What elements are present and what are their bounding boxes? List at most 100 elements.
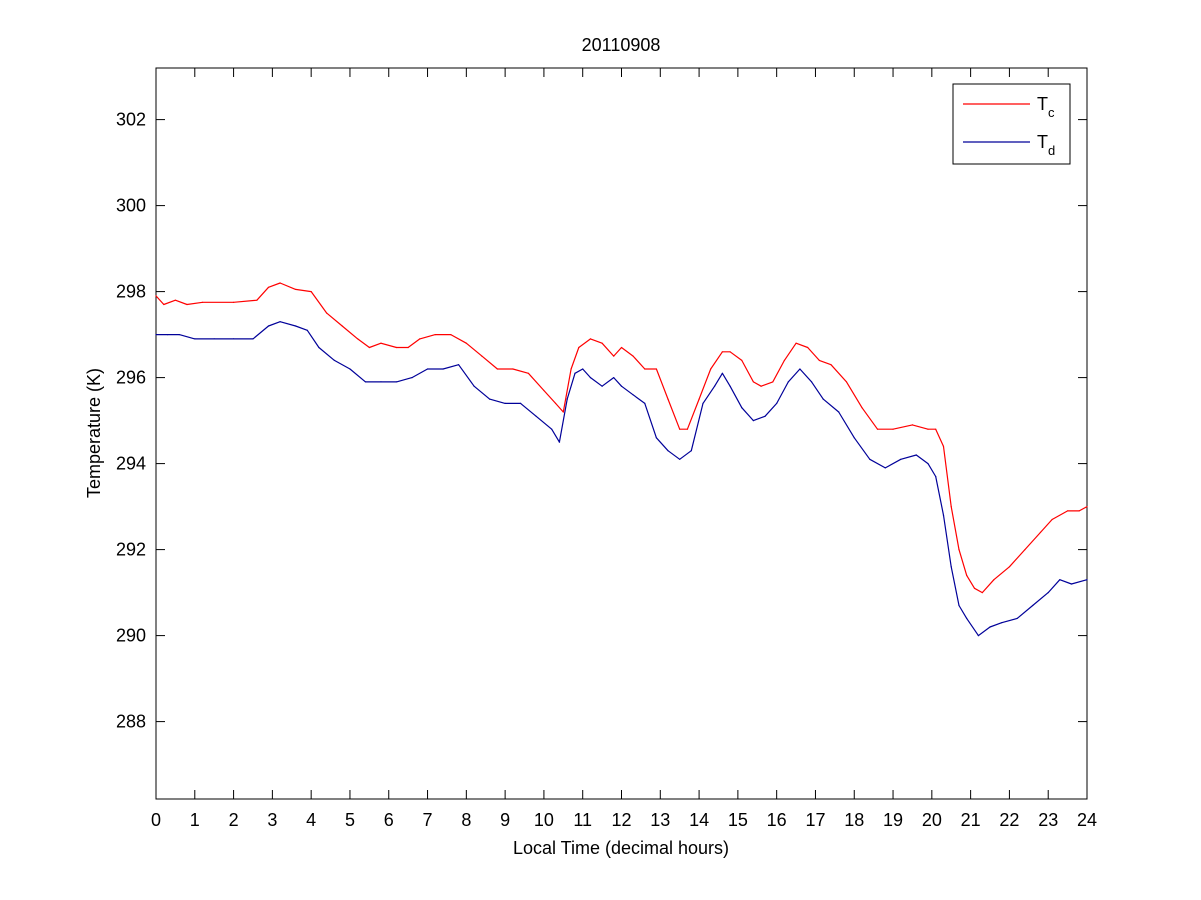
data-point-Td (566, 398, 568, 400)
data-point-Td (279, 321, 281, 323)
plot-area-frame (155, 67, 1088, 800)
data-point-Tc (620, 346, 623, 349)
data-point-Td (1070, 583, 1073, 585)
data-point-Td (741, 407, 743, 409)
y-tick-label: 298 (116, 282, 146, 302)
data-point-Td (838, 411, 840, 413)
data-point-Td (589, 377, 592, 379)
data-point-Td (869, 458, 871, 460)
data-point-Tc (562, 411, 564, 413)
data-point-Td (900, 458, 902, 460)
data-point-Td (950, 566, 952, 568)
data-point-Tc (942, 445, 945, 447)
data-point-Tc (981, 592, 983, 594)
data-point-Td (318, 346, 320, 349)
data-point-Tc (326, 312, 328, 314)
data-point-Tc (729, 351, 731, 353)
data-point-Tc (613, 355, 615, 357)
x-tick-label: 20 (922, 810, 942, 830)
data-point-Tc (357, 338, 359, 340)
y-tick-label: 292 (116, 540, 146, 560)
data-point-Tc (1024, 549, 1026, 551)
x-tick-label: 15 (728, 810, 748, 830)
y-axis: 288 290 292 294 296 298 300 302 (116, 110, 1087, 732)
series-Td (155, 321, 1088, 637)
data-point-Td (977, 635, 979, 637)
data-point-Tc (295, 288, 297, 291)
data-point-Td (155, 334, 157, 336)
data-point-Tc (310, 291, 312, 293)
data-point-Tc (481, 355, 483, 357)
y-tick-label: 290 (116, 626, 146, 646)
data-point-Td (799, 368, 801, 370)
data-point-Td (1032, 604, 1034, 607)
x-tick-label: 3 (267, 810, 277, 830)
y-tick-label: 300 (116, 196, 146, 216)
data-point-Td (364, 381, 367, 383)
data-point-Td (426, 368, 429, 370)
data-point-Td (267, 325, 270, 327)
data-point-Tc (993, 579, 995, 581)
data-point-Td (721, 372, 723, 374)
data-point-Tc (589, 338, 592, 340)
chart-title: 20110908 (582, 35, 661, 55)
legend-label-tc-main: T (1037, 94, 1048, 114)
legend-label-td-sub: d (1048, 143, 1055, 158)
series-group (155, 282, 1088, 637)
data-point-Tc (795, 342, 797, 344)
data-point-Tc (783, 359, 786, 361)
data-point-Td (1016, 617, 1018, 620)
x-tick-label: 19 (883, 810, 903, 830)
data-point-Tc (973, 587, 976, 589)
x-tick-label: 10 (534, 810, 554, 830)
data-point-Td (776, 402, 778, 404)
data-point-Td (679, 458, 681, 460)
x-tick-label: 13 (650, 810, 670, 830)
series-line-Td (156, 321, 1088, 637)
data-point-Tc (698, 398, 700, 400)
data-point-Tc (772, 381, 774, 383)
data-point-Td (306, 329, 308, 331)
x-tick-label: 11 (573, 810, 592, 830)
data-point-Td (966, 617, 968, 620)
data-point-Tc (721, 351, 723, 353)
data-point-Tc (807, 346, 809, 349)
x-tick-label: 12 (611, 810, 631, 830)
data-point-Tc (667, 398, 669, 400)
data-point-Td (764, 415, 766, 417)
data-point-Tc (279, 282, 281, 284)
data-point-Td (1086, 579, 1088, 581)
data-point-Td (442, 368, 444, 370)
data-point-Tc (578, 346, 580, 349)
data-point-Tc (395, 346, 398, 349)
series-Tc (155, 282, 1088, 594)
data-point-Tc (380, 342, 382, 344)
data-point-Tc (1051, 518, 1053, 521)
x-tick-label: 24 (1077, 810, 1097, 830)
data-point-Td (822, 398, 824, 400)
data-point-Tc (527, 372, 530, 374)
x-tick-label: 14 (689, 810, 709, 830)
data-point-Tc (163, 303, 165, 306)
data-point-Td (620, 385, 623, 387)
x-tick-label: 6 (384, 810, 394, 830)
data-point-Td (395, 381, 398, 383)
data-point-Td (178, 334, 180, 336)
y-axis-label: Temperature (K) (84, 368, 104, 498)
x-tick-label: 2 (229, 810, 239, 830)
data-point-Tc (570, 368, 572, 370)
data-point-Tc (232, 301, 235, 303)
data-point-Td (333, 359, 336, 361)
data-point-Td (473, 385, 475, 387)
data-point-Tc (1067, 510, 1069, 512)
data-point-Td (574, 372, 576, 374)
data-point-Tc (892, 428, 894, 430)
data-point-Td (252, 338, 254, 340)
data-point-Td (655, 437, 658, 439)
data-point-Tc (861, 407, 863, 409)
data-point-Td (489, 398, 491, 400)
data-point-Tc (644, 368, 646, 370)
data-point-Td (411, 377, 413, 379)
data-point-Td (1001, 622, 1003, 624)
